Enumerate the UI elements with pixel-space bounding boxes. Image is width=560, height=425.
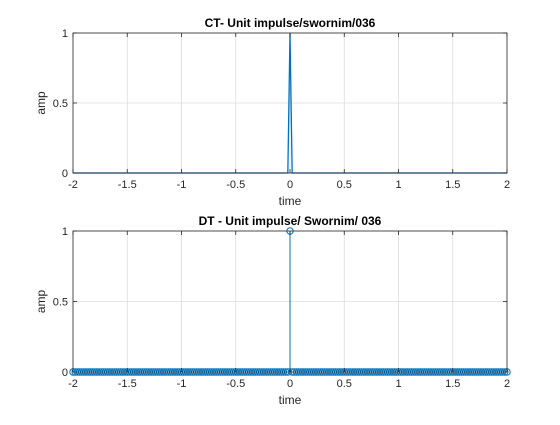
dt-xlabel: time <box>279 393 302 407</box>
ct-xtick-label-4: 0 <box>287 179 293 191</box>
ct-ytick-label-1: 0.5 <box>53 98 68 110</box>
ct-ytick-label-0: 0 <box>62 168 68 180</box>
dt-ytick-label-2: 1 <box>62 226 68 238</box>
dt-ylabel: amp <box>34 290 48 314</box>
dt-xtick-label-2: -1 <box>177 378 187 390</box>
dt-xtick-label-1: -1.5 <box>118 378 137 390</box>
ct-xtick-label-5: 0.5 <box>337 179 352 191</box>
dt-title: DT - Unit impulse/ Swornim/ 036 <box>199 214 382 228</box>
dt-xtick-label-0: -2 <box>68 378 78 390</box>
ct-ytick-label-2: 1 <box>62 28 68 40</box>
dt-xtick-label-7: 1.5 <box>445 378 460 390</box>
ct-xtick-label-1: -1.5 <box>118 179 137 191</box>
dt-ytick-label-0: 0 <box>62 367 68 379</box>
ct-xtick-label-3: -0.5 <box>226 179 245 191</box>
dt-xtick-label-4: 0 <box>287 378 293 390</box>
ct-axes: -2 -1.5 -1 -0.5 0 0.5 1 1.5 2 0 0.5 1 time amp CT- Uni… <box>34 16 510 208</box>
ct-xtick-label-2: -1 <box>177 179 187 191</box>
ct-ylabel: amp <box>34 91 48 115</box>
ct-xlabel: time <box>279 194 302 208</box>
dt-ytick-label-1: 0.5 <box>53 297 68 309</box>
ct-xtick-label-0: -2 <box>68 179 78 191</box>
ct-xtick-label-7: 1.5 <box>445 179 460 191</box>
dt-xtick-label-6: 1 <box>395 378 401 390</box>
dt-xtick-label-3: -0.5 <box>226 378 245 390</box>
ct-xtick-label-6: 1 <box>395 179 401 191</box>
ct-xtick-label-8: 2 <box>504 179 510 191</box>
dt-axes: -2 -1.5 -1 -0.5 0 0.5 1 1.5 2 0 0.5 1 time amp DT - Un… <box>34 214 511 407</box>
dt-xtick-label-8: 2 <box>504 378 510 390</box>
ct-title: CT- Unit impulse/swornim/036 <box>205 16 376 30</box>
dt-xtick-label-5: 0.5 <box>337 378 352 390</box>
